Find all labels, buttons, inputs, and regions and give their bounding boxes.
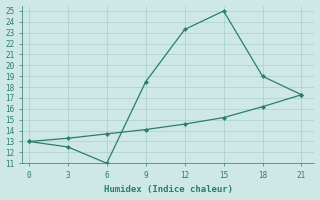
X-axis label: Humidex (Indice chaleur): Humidex (Indice chaleur) [104,185,233,194]
